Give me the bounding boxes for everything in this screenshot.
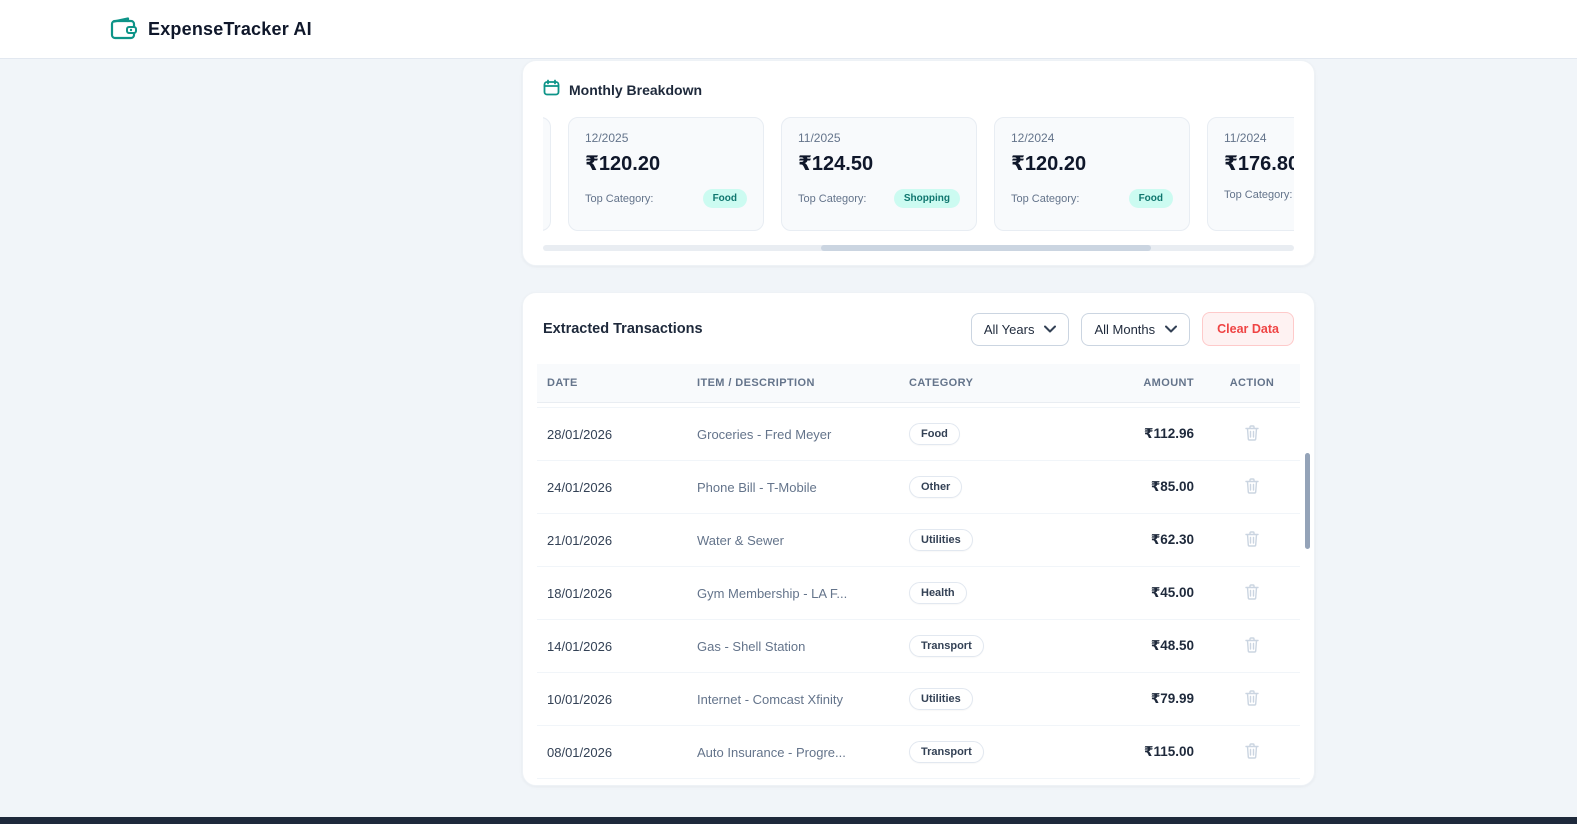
transaction-amount: ₹79.99 xyxy=(1150,691,1194,706)
category-badge: Utilities xyxy=(909,529,973,551)
delete-icon[interactable] xyxy=(1245,689,1259,706)
main-content: Monthly Breakdown 12/2025 ₹120.20 Top Ca… xyxy=(522,60,1315,786)
month-card: 12/2025 ₹120.20 Top Category: Food xyxy=(568,117,764,231)
category-badge: Transport xyxy=(909,741,984,763)
delete-icon[interactable] xyxy=(1245,530,1259,547)
footer-bar xyxy=(0,817,1577,824)
column-header-amount: AMOUNT xyxy=(1143,377,1194,389)
category-badge: Food xyxy=(909,423,960,445)
months-scroller[interactable]: 12/2025 ₹120.20 Top Category: Food 11/20… xyxy=(543,117,1294,233)
top-category-label: Top Category: xyxy=(798,192,867,205)
months-track: 12/2025 ₹120.20 Top Category: Food 11/20… xyxy=(543,117,1294,231)
column-header-action: ACTION xyxy=(1229,377,1275,389)
delete-icon[interactable] xyxy=(1245,742,1259,759)
column-header-date: DATE xyxy=(547,377,578,389)
transaction-description: Groceries - Fred Meyer xyxy=(697,426,832,442)
vertical-scrollbar-thumb[interactable] xyxy=(1305,453,1310,549)
table-row: 08/01/2026 Auto Insurance - Progre... Tr… xyxy=(537,726,1300,779)
transactions-card: Extracted Transactions All Years All Mon… xyxy=(522,292,1315,786)
month-amount: ₹120.20 xyxy=(585,153,661,175)
month-card: 12/2024 ₹120.20 Top Category: Food xyxy=(994,117,1190,231)
app-title: ExpenseTracker AI xyxy=(148,18,312,39)
transaction-amount: ₹62.30 xyxy=(1150,532,1194,547)
column-header-item: ITEM / DESCRIPTION xyxy=(697,377,815,389)
transaction-description: Phone Bill - T-Mobile xyxy=(697,479,817,495)
month-amount: ₹176.80 xyxy=(1224,153,1294,175)
month-card-partial xyxy=(543,117,551,231)
horizontal-scrollbar-thumb[interactable] xyxy=(820,245,1152,251)
transaction-amount: ₹112.96 xyxy=(1144,426,1194,441)
transaction-description: Gas - Shell Station xyxy=(697,638,806,654)
top-category-label: Top Category: xyxy=(585,192,654,205)
category-badge: Health xyxy=(909,582,967,604)
category-badge: Transport xyxy=(909,635,984,657)
month-label: 12/2024 xyxy=(1011,131,1055,145)
top-category-badge: Shopping xyxy=(893,189,960,208)
month-label: 12/2025 xyxy=(585,131,629,145)
top-category-label: Top Category: xyxy=(1011,192,1080,205)
year-filter-select[interactable]: All Years xyxy=(970,312,1070,346)
month-filter-value: All Months xyxy=(1094,321,1156,337)
delete-icon[interactable] xyxy=(1245,477,1259,494)
top-category-badge: Food xyxy=(1128,189,1173,208)
transaction-amount: ₹48.50 xyxy=(1150,638,1194,653)
monthly-breakdown-title: Monthly Breakdown xyxy=(569,82,703,98)
table-row: 10/01/2026 Internet - Comcast Xfinity Ut… xyxy=(537,673,1300,726)
month-filter-select[interactable]: All Months xyxy=(1081,312,1191,346)
wallet-icon xyxy=(110,16,138,42)
table-row: 21/01/2026 Water & Sewer Utilities ₹62.3… xyxy=(537,514,1300,567)
top-category-label: Top Category: xyxy=(1224,189,1293,201)
transaction-amount: ₹45.00 xyxy=(1150,585,1194,600)
transactions-header: Extracted Transactions All Years All Mon… xyxy=(523,293,1314,364)
transactions-controls: All Years All Months Clear Data xyxy=(970,312,1294,346)
transaction-amount: ₹115.00 xyxy=(1144,744,1194,759)
table-row: 18/01/2026 Gym Membership - LA F... Heal… xyxy=(537,567,1300,620)
horizontal-scrollbar[interactable] xyxy=(543,245,1294,251)
top-category-badge: Food xyxy=(702,189,747,208)
brand: ExpenseTracker AI xyxy=(110,16,312,42)
delete-icon[interactable] xyxy=(1245,583,1259,600)
month-card: 11/2025 ₹124.50 Top Category: Shopping xyxy=(781,117,977,231)
category-badge: Utilities xyxy=(909,688,973,710)
monthly-breakdown-header: Monthly Breakdown xyxy=(543,79,1294,101)
transaction-date: 18/01/2026 xyxy=(547,585,613,601)
monthly-breakdown-card: Monthly Breakdown 12/2025 ₹120.20 Top Ca… xyxy=(522,60,1315,266)
transaction-date: 08/01/2026 xyxy=(547,744,613,760)
month-label: 11/2024 xyxy=(1224,131,1267,145)
transaction-date: 28/01/2026 xyxy=(547,426,613,442)
transaction-amount: ₹85.00 xyxy=(1150,479,1194,494)
table-row: 28/01/2026 Groceries - Fred Meyer Food ₹… xyxy=(537,408,1300,461)
month-label: 11/2025 xyxy=(798,131,841,145)
transaction-date: 21/01/2026 xyxy=(547,532,613,548)
column-header-category: CATEGORY xyxy=(909,377,974,389)
transaction-date: 10/01/2026 xyxy=(547,691,613,707)
month-card: 11/2024 ₹176.80 Top Category: xyxy=(1207,117,1294,231)
clear-data-button[interactable]: Clear Data xyxy=(1202,312,1294,346)
transactions-table: DATE ITEM / DESCRIPTION CATEGORY AMOUNT … xyxy=(537,364,1300,779)
transaction-description: Auto Insurance - Progre... xyxy=(697,744,846,760)
transaction-description: Internet - Comcast Xfinity xyxy=(697,691,843,707)
category-badge: Other xyxy=(909,476,963,498)
chevron-down-icon xyxy=(1165,325,1178,333)
top-bar: ExpenseTracker AI xyxy=(0,0,1577,59)
transaction-description: Water & Sewer xyxy=(697,532,784,548)
table-row: 24/01/2026 Phone Bill - T-Mobile Other ₹… xyxy=(537,461,1300,514)
calendar-icon xyxy=(543,79,560,101)
chevron-down-icon xyxy=(1044,325,1057,333)
month-amount: ₹120.20 xyxy=(1011,153,1087,175)
year-filter-value: All Years xyxy=(983,321,1035,337)
table-row: 14/01/2026 Gas - Shell Station Transport… xyxy=(537,620,1300,673)
transaction-date: 24/01/2026 xyxy=(547,479,613,495)
table-header-row: DATE ITEM / DESCRIPTION CATEGORY AMOUNT … xyxy=(537,364,1300,403)
transaction-date: 14/01/2026 xyxy=(547,638,613,654)
transaction-description: Gym Membership - LA F... xyxy=(697,585,848,601)
transactions-title: Extracted Transactions xyxy=(543,321,703,337)
scrolled-row-edge xyxy=(537,403,1300,408)
month-amount: ₹124.50 xyxy=(798,153,874,175)
delete-icon[interactable] xyxy=(1245,424,1259,441)
delete-icon[interactable] xyxy=(1245,636,1259,653)
